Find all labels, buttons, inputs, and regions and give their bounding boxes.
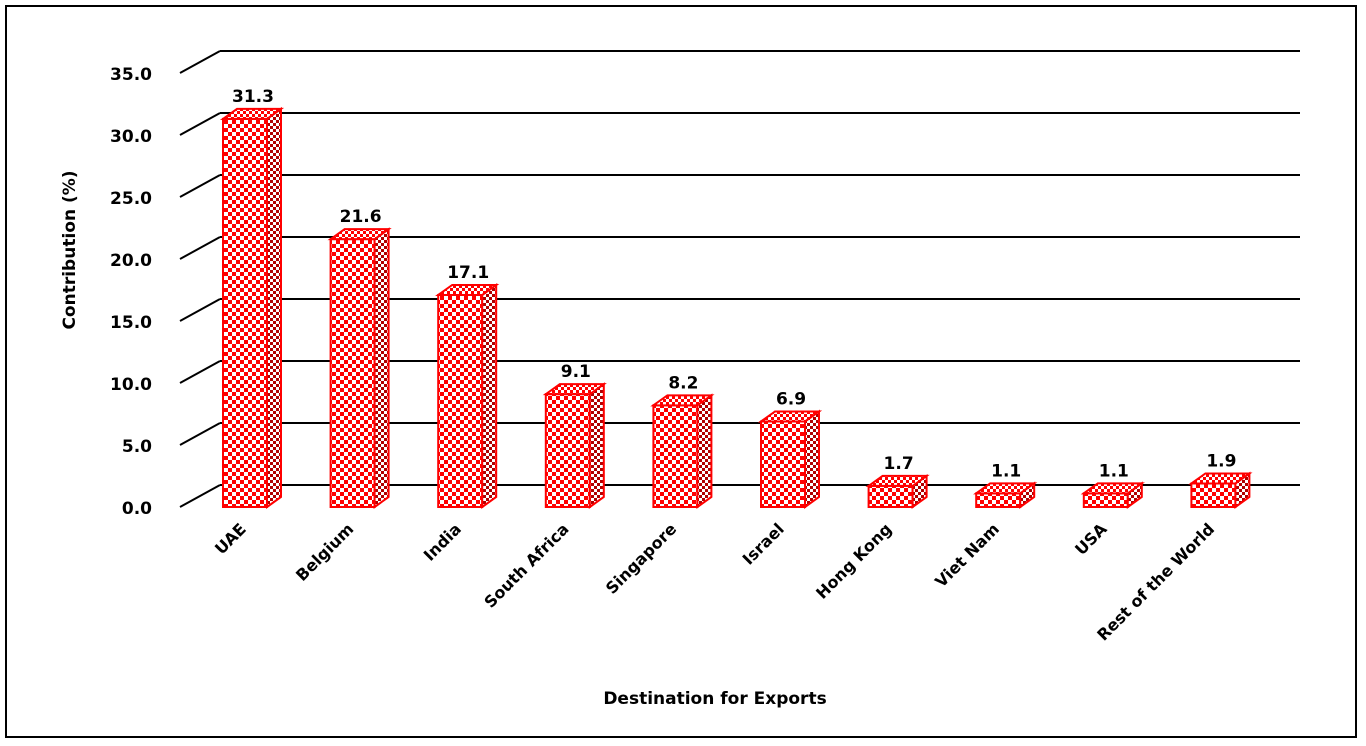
y-tick-label: 0.0 — [122, 499, 152, 519]
x-tick-label: India — [420, 519, 465, 564]
y-tick-label: 20.0 — [110, 251, 152, 271]
value-label: 9.1 — [561, 362, 591, 382]
value-label: 1.7 — [884, 454, 914, 474]
bar-side — [373, 227, 390, 509]
y-tick-label: 35.0 — [110, 65, 152, 85]
bar-top — [219, 107, 285, 120]
value-label: 1.9 — [1206, 451, 1236, 471]
value-label: 6.9 — [776, 389, 806, 409]
y-tick-label: 25.0 — [110, 189, 152, 209]
bar — [865, 473, 930, 509]
x-axis-label: Destination for Exports — [603, 689, 826, 709]
x-tick-label: UAE — [211, 519, 250, 558]
bars — [219, 106, 1253, 509]
bar-side — [696, 393, 713, 509]
bar — [542, 382, 607, 509]
x-tick-label: USA — [1071, 519, 1111, 559]
bar-side — [804, 409, 820, 509]
gridline-depth — [179, 50, 221, 74]
bar — [435, 283, 500, 509]
bar — [219, 106, 285, 509]
bar-front — [1082, 492, 1129, 508]
x-tick-label: Rest of the World — [1093, 519, 1218, 644]
bar-top — [973, 482, 1038, 495]
value-label: 1.1 — [1099, 461, 1129, 481]
bar — [973, 481, 1038, 509]
bar-top — [1188, 472, 1253, 485]
bar-front — [222, 117, 268, 508]
y-tick-label: 15.0 — [110, 313, 152, 333]
y-axis-ticks: 0.0 5.0 10.0 15.0 20.0 25.0 30.0 35.0 — [110, 65, 152, 519]
value-label: 8.2 — [668, 373, 698, 393]
bar — [1080, 481, 1145, 509]
gridline-depth — [179, 174, 221, 198]
bar — [327, 227, 392, 509]
bar-front — [437, 293, 484, 508]
value-label: 17.1 — [447, 263, 489, 283]
bar — [650, 393, 715, 509]
bar-front — [1190, 482, 1237, 509]
x-tick-label: Belgium — [292, 519, 357, 584]
bar-front — [760, 420, 806, 508]
bar-top — [650, 394, 715, 407]
x-tick-label: Singapore — [602, 519, 680, 597]
gridline-depth — [179, 360, 221, 384]
bar-side — [481, 283, 498, 509]
bar-side — [588, 382, 605, 509]
bar-top — [1080, 482, 1145, 495]
bar — [757, 409, 823, 509]
gridline-depth — [179, 236, 221, 260]
bar-front — [975, 492, 1022, 508]
bar-top — [327, 228, 392, 241]
bar-side — [266, 106, 282, 509]
gridline-depth — [179, 484, 221, 508]
value-label: 31.3 — [232, 87, 274, 107]
value-labels: 31.3 21.6 17.1 9.1 8.2 6.9 1.7 1.1 1.1 1.9 — [232, 87, 1236, 481]
value-label: 21.6 — [340, 207, 382, 227]
bar — [1188, 471, 1253, 509]
bar-front — [544, 393, 591, 508]
x-tick-label: South Africa — [480, 519, 572, 611]
bar-top — [542, 383, 607, 396]
bar-front — [867, 484, 914, 509]
y-tick-label: 10.0 — [110, 375, 152, 395]
value-label: 1.1 — [991, 461, 1021, 481]
bar-front — [652, 404, 699, 509]
x-tick-label: Israel — [739, 519, 788, 568]
x-axis-ticks: UAE Belgium India South Africa Singapore Isra… — [211, 519, 1218, 644]
bar-front — [329, 238, 376, 508]
gridline-depth — [179, 422, 221, 446]
x-tick-label: Viet Nam — [931, 519, 1003, 591]
gridline-depth — [179, 112, 221, 136]
y-tick-label: 30.0 — [110, 127, 152, 147]
gridline-depth — [179, 298, 221, 322]
y-tick-label: 5.0 — [122, 437, 152, 457]
bar-top — [435, 283, 500, 296]
bar-top — [757, 410, 823, 423]
y-axis-label: Contribution (%) — [60, 170, 80, 329]
x-tick-label: Hong Kong — [812, 519, 895, 602]
bar-top — [865, 474, 930, 487]
